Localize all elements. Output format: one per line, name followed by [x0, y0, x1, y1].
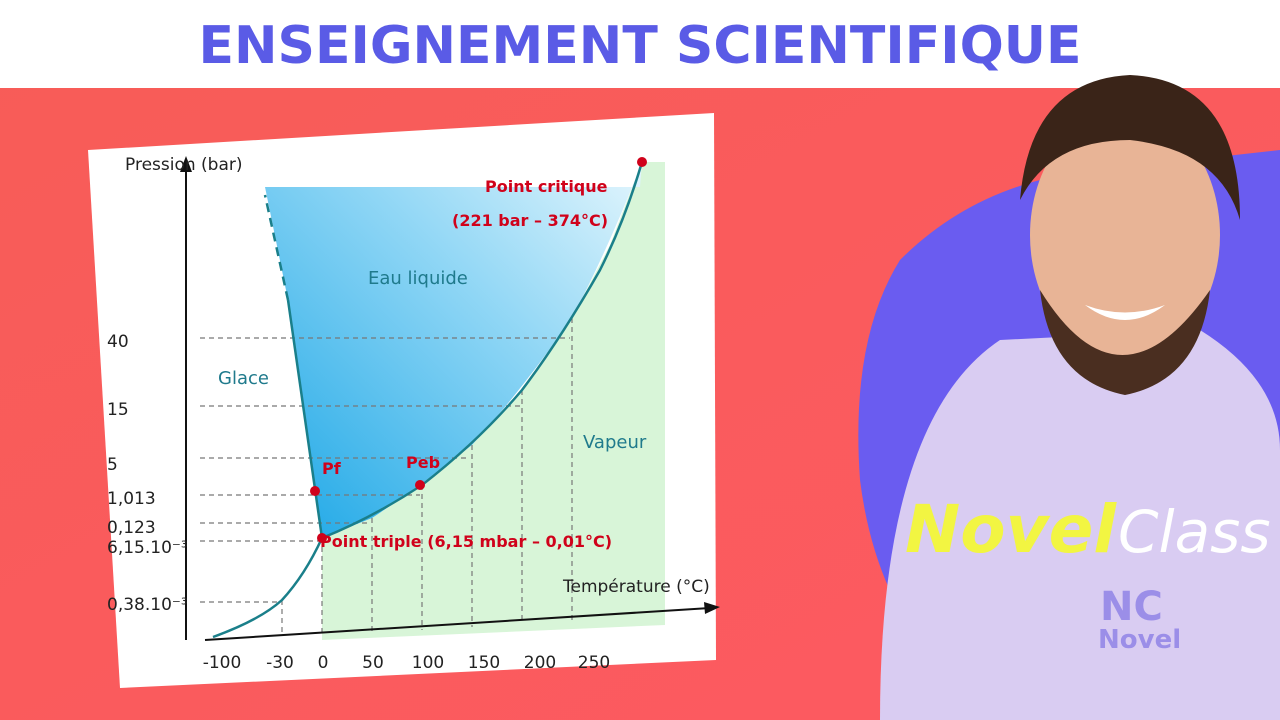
x-tick-label: -30	[266, 653, 294, 673]
point-label: Point critique	[485, 177, 608, 196]
point-label: Point triple (6,15 mbar – 0,01°C)	[320, 532, 612, 551]
brand-word1: Novel	[905, 491, 1117, 568]
y-tick-label: 6,15.10⁻³	[107, 538, 188, 558]
region-label: Glace	[218, 368, 269, 389]
title: ENSEIGNEMENT SCIENTIFIQUE	[198, 16, 1081, 76]
brand-word2: Class	[1118, 498, 1271, 566]
x-tick-label: 150	[468, 653, 500, 673]
y-tick-label: 40	[107, 332, 129, 352]
x-tick-label: 200	[524, 653, 556, 673]
phase-diagram: Pression (bar) Température (°C) Glace Ea…	[88, 113, 720, 688]
x-tick-label: 0	[318, 653, 329, 673]
x-axis	[204, 607, 711, 641]
liquid-region	[265, 162, 642, 538]
guide-lines	[200, 318, 573, 635]
triple-point	[317, 533, 327, 543]
point-label: Pf	[322, 459, 342, 478]
x-tick-label: 250	[578, 653, 610, 673]
y-tick-label: 15	[107, 400, 129, 420]
point-label: (221 bar – 374°C)	[452, 211, 608, 230]
fusion-point	[310, 486, 320, 496]
x-tick-label: 50	[362, 653, 384, 673]
vaporization-curve	[212, 161, 644, 639]
x-tick-label: 100	[412, 653, 444, 673]
y-arrow	[180, 156, 192, 172]
region-label: Vapeur	[583, 432, 647, 453]
logo-text: Novel	[1098, 625, 1181, 655]
y-tick-label: 1,013	[107, 489, 156, 509]
y-tick-label: 0,123	[107, 518, 156, 538]
title-band	[0, 0, 1280, 88]
x-tick-label: -100	[203, 653, 242, 673]
y-axis-label: Pression (bar)	[125, 155, 243, 175]
gas-region	[322, 162, 665, 640]
x-axis-label: Température (°C)	[562, 577, 710, 597]
y-tick-label: 5	[107, 455, 118, 475]
critical-point	[637, 157, 647, 167]
x-arrow	[704, 602, 720, 614]
y-tick-label: 0,38.10⁻³	[107, 595, 188, 615]
logo: NC	[1100, 584, 1163, 630]
presenter	[880, 75, 1280, 720]
brand: Novel Class NC Novel	[905, 491, 1271, 655]
region-label: Eau liquide	[368, 268, 468, 289]
fusion-curve-dashed	[263, 194, 290, 301]
fusion-curve	[286, 299, 324, 539]
point-label: Peb	[406, 453, 440, 472]
boiling-point	[415, 480, 425, 490]
